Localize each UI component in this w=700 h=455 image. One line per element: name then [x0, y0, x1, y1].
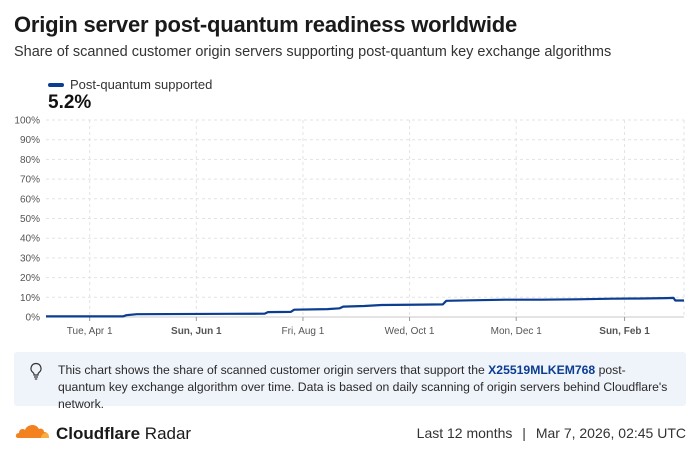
- y-tick-label: 40%: [20, 234, 40, 245]
- y-tick-label: 10%: [20, 293, 40, 304]
- x-tick-label: Sun, Jun 1: [171, 326, 222, 337]
- lightbulb-icon: [28, 362, 44, 385]
- x-tick-label: Tue, Apr 1: [67, 326, 113, 337]
- footer-separator: |: [522, 425, 526, 441]
- page-title: Origin server post-quantum readiness wor…: [14, 12, 518, 37]
- legend-swatch: [48, 82, 64, 87]
- page-subtitle: Share of scanned customer origin servers…: [14, 44, 612, 60]
- cloudflare-radar-logo[interactable]: Cloudflare Radar: [14, 422, 191, 445]
- legend-label: Post-quantum supported: [70, 77, 213, 92]
- time-range[interactable]: Last 12 months: [416, 425, 513, 441]
- info-box: This chart shows the share of scanned cu…: [14, 352, 686, 411]
- timestamp: Mar 7, 2026, 02:45 UTC: [535, 425, 686, 441]
- x-tick-label: Wed, Oct 1: [385, 326, 435, 337]
- cloudflare-cloud-logo: [14, 422, 50, 445]
- x-tick-label: Mon, Dec 1: [491, 326, 543, 337]
- y-tick-label: 20%: [20, 273, 40, 284]
- info-text: This chart shows the share of scanned cu…: [58, 362, 673, 413]
- legend[interactable]: Post-quantum supported: [48, 77, 212, 92]
- y-tick-label: 90%: [20, 135, 40, 146]
- y-tick-label: 70%: [20, 175, 40, 186]
- footer-meta: Last 12 months | Mar 7, 2026, 02:45 UTC: [417, 425, 686, 441]
- current-value: 5.2%: [48, 92, 92, 113]
- x-tick-label: Fri, Aug 1: [282, 326, 325, 337]
- y-tick-label: 0%: [26, 313, 41, 324]
- y-tick-label: 100%: [14, 116, 40, 127]
- brand-name: Cloudflare: [56, 423, 141, 443]
- y-tick-label: 80%: [20, 155, 40, 166]
- info-text-pre: This chart shows the share of scanned cu…: [58, 363, 489, 377]
- brand-product: Radar: [140, 423, 192, 443]
- y-tick-label: 60%: [20, 194, 40, 205]
- info-text-post: post-quantum key exchange algorithm over…: [58, 363, 668, 411]
- y-tick-label: 30%: [20, 253, 40, 264]
- algorithm-name[interactable]: X25519MLKEM768: [488, 363, 596, 377]
- series-line-post-quantum: [46, 296, 684, 318]
- line-chart[interactable]: 0% 10% 20% 30% 40% 50% 60% 70% 80% 90% 100% Tue, Ap…: [0, 110, 700, 345]
- y-tick-label: 50%: [20, 214, 40, 225]
- x-tick-label: Sun, Feb 1: [599, 326, 650, 337]
